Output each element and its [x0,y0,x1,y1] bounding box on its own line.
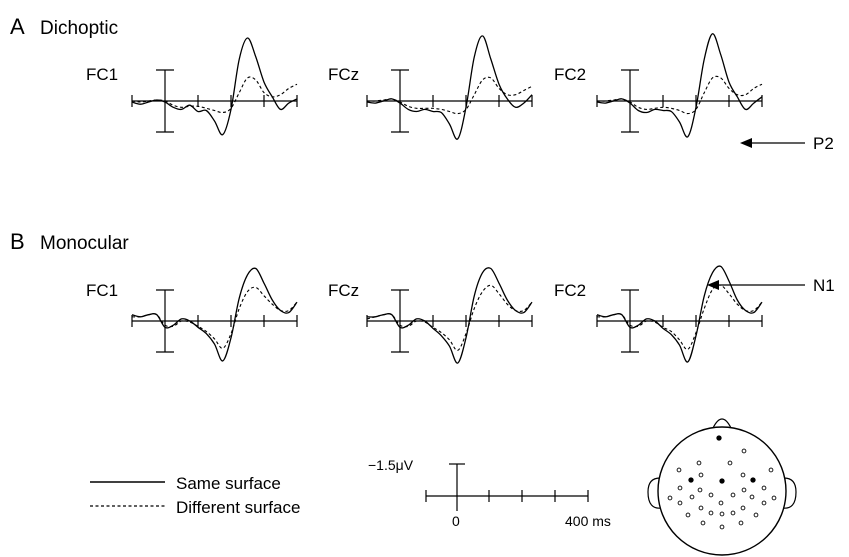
electrode [667,495,673,501]
electrode [738,520,744,526]
channel-plot-fcz [366,35,533,140]
electrode [727,460,733,466]
head-electrode-map [647,418,797,556]
p2-annotation: P2 [740,134,834,153]
electrode [740,472,746,478]
legend: Same surface Different surface [90,474,300,517]
channel-plot-fc1 [131,267,298,362]
legend-same-surface: Same surface [176,474,281,493]
electrode [730,492,736,498]
electrode [708,492,714,498]
electrode [719,511,725,517]
electrode [677,500,683,506]
electrode-highlighted [719,478,725,484]
different-surface-waveform [596,284,763,351]
legend-different-surface: Different surface [176,498,300,517]
panel-a-letter: A [10,14,25,39]
scale-bar: −1.5μV 0 400 ms [368,457,611,529]
electrode-highlighted [716,435,722,441]
electrode-highlighted [750,477,756,483]
n1-arrowhead [707,280,719,290]
erp-plots [131,33,763,364]
electrode [771,495,777,501]
channel-label-b-fc1: FC1 [86,281,118,300]
electrode [689,494,695,500]
electrode [740,505,746,511]
panel-b-letter: B [10,229,25,254]
electrode [700,520,706,526]
channel-plot-fcz [366,267,533,364]
electrode [741,448,747,454]
electrode [698,505,704,511]
electrode [685,512,691,518]
channel-plot-fc2 [596,33,763,138]
head-outline [657,426,787,556]
channel-label-a-fc1: FC1 [86,65,118,84]
electrode [761,485,767,491]
scale-time-end-label: 400 ms [565,513,611,529]
electrode [753,512,759,518]
panel-a-title: Dichoptic [40,18,118,39]
different-surface-waveform [131,76,298,114]
electrode [741,487,747,493]
electrode [768,467,774,473]
p2-label: P2 [813,134,834,153]
panel-b-title: Monocular [40,233,129,254]
electrode [696,460,702,466]
different-surface-waveform [131,286,298,349]
channel-label-a-fcz: FCz [328,65,359,84]
same-surface-waveform [131,37,298,136]
channel-plot-fc2 [596,265,763,363]
p2-arrowhead [740,138,752,148]
electrode [676,467,682,473]
channel-label-b-fc2: FC2 [554,281,586,300]
same-surface-waveform [131,267,298,362]
channel-label-b-fcz: FCz [328,281,359,300]
electrode [718,500,724,506]
different-surface-waveform [596,75,763,115]
electrode [677,485,683,491]
same-surface-waveform [366,267,533,364]
same-surface-waveform [366,35,533,140]
n1-label: N1 [813,276,835,295]
electrode [761,500,767,506]
different-surface-waveform [366,284,533,351]
electrode-highlighted [688,477,694,483]
channel-label-a-fc2: FC2 [554,65,586,84]
electrode [708,510,714,516]
same-surface-waveform [596,33,763,138]
scale-time-start-label: 0 [452,513,460,529]
electrode [697,487,703,493]
n1-annotation: N1 [707,276,835,295]
electrode [730,510,736,516]
electrode-dots [667,435,777,530]
different-surface-waveform [366,76,533,115]
channel-plot-fc1 [131,37,298,136]
electrode [719,524,725,530]
head-nose [712,418,732,429]
scale-amplitude-label: −1.5μV [368,457,414,473]
electrode [698,472,704,478]
electrode [749,494,755,500]
